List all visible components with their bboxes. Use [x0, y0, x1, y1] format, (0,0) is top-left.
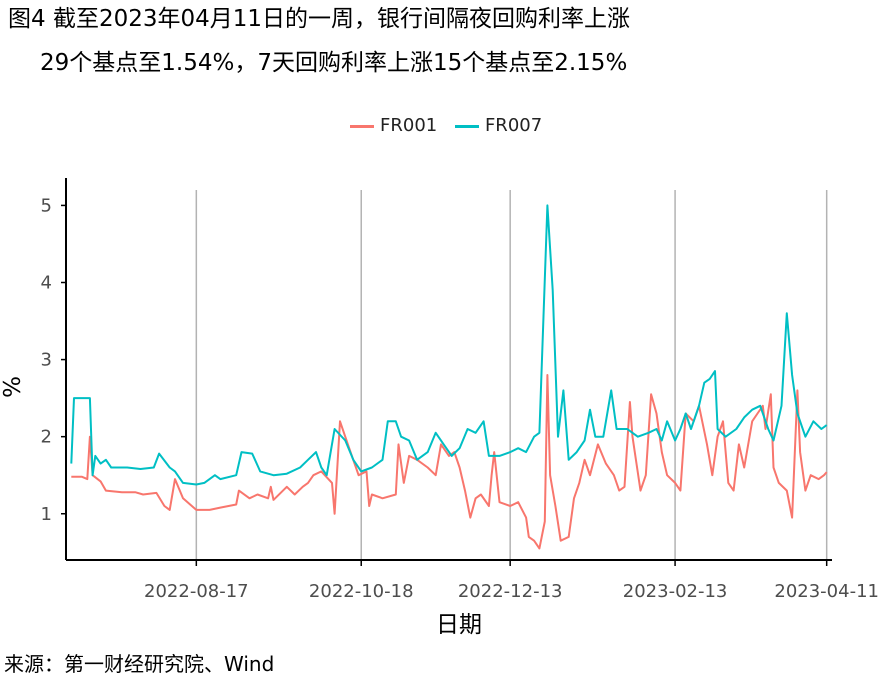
legend-swatch-fr001 — [350, 124, 374, 128]
legend-label-fr001: FR001 — [380, 115, 438, 136]
legend-item-fr007: FR007 — [454, 115, 543, 136]
y-tick-label: 5 — [41, 195, 52, 216]
legend-label-fr007: FR007 — [484, 115, 543, 136]
x-axis-label: 日期 — [436, 612, 482, 638]
legend-swatch-fr007 — [454, 124, 479, 128]
chart-legend: FR001 FR007 — [350, 115, 554, 136]
x-tick-label: 2022-08-17 — [144, 581, 249, 602]
y-tick-label: 4 — [41, 273, 52, 294]
series-line-fr001 — [71, 374, 828, 550]
x-tick-label: 2023-04-11 — [774, 581, 879, 602]
series-line-fr007 — [70, 204, 828, 486]
legend-item-fr001: FR001 — [350, 115, 437, 136]
y-axis-label: % — [0, 376, 26, 398]
source-note: 来源：第一财经研究院、Wind — [4, 652, 275, 676]
x-tick-label: 2023-02-13 — [623, 581, 728, 602]
chart-title-line-2: 29个基点至1.54%，7天回购利率上涨15个基点至2.15% — [40, 50, 628, 76]
y-tick-label: 3 — [41, 350, 52, 371]
y-tick-label: 1 — [41, 504, 52, 525]
x-tick-label: 2022-10-18 — [309, 581, 414, 602]
x-tick-label: 2022-12-13 — [458, 581, 563, 602]
chart-title-line-1: 图4 截至2023年04月11日的一周，银行间隔夜回购利率上涨 — [8, 6, 631, 32]
y-tick-label: 2 — [41, 427, 52, 448]
